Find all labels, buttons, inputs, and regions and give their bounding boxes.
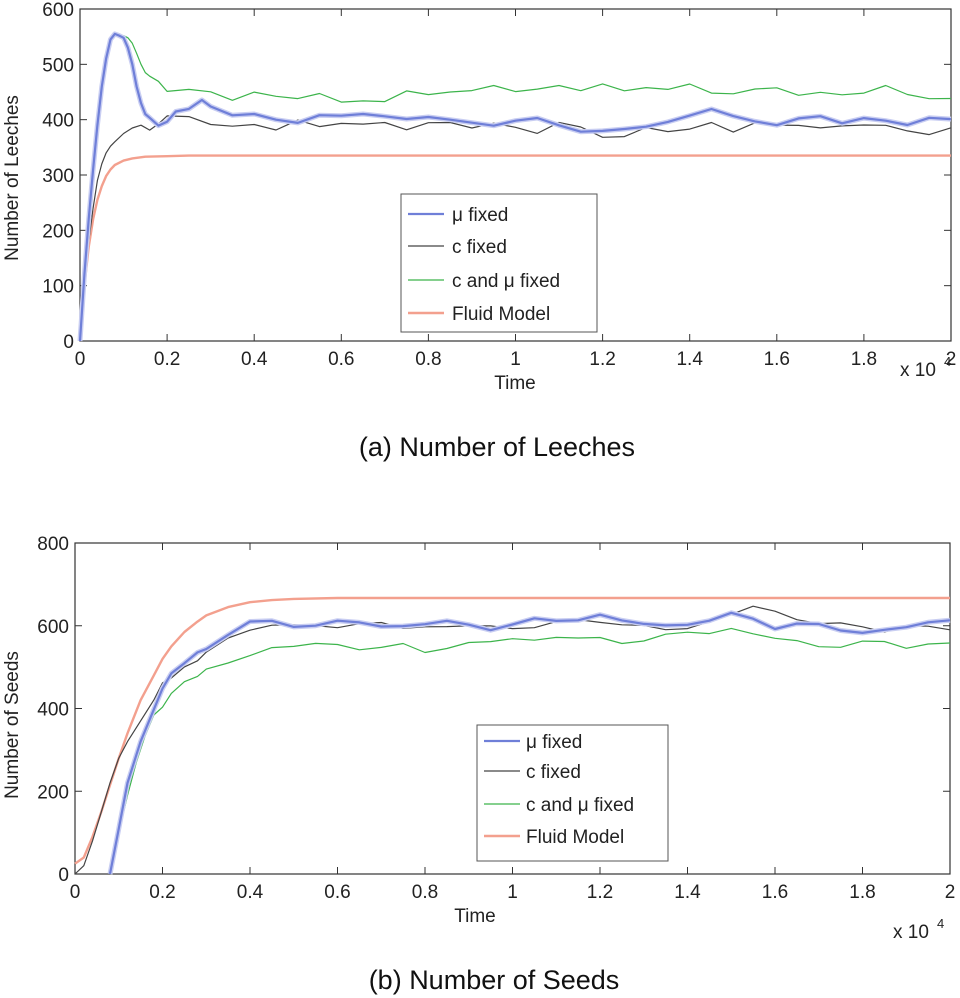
legend: μ fixed c fixed c and μ fixed Fluid Mode… (400, 193, 598, 333)
x-tick-label: 1.8 (849, 882, 875, 903)
y-tick-labels: 0 200 400 600 800 (37, 534, 69, 886)
x-multiplier-base: x 10 (900, 360, 936, 381)
y-tick-label: 500 (42, 55, 74, 76)
legend: μ fixed c fixed c and μ fixed Fluid Mode… (476, 724, 669, 862)
x-multiplier: x 10 4 (893, 916, 944, 943)
tick-marks (74, 542, 951, 875)
chart-panel-seeds: 0 200 400 600 800 0 0.2 0.4 0.6 0.8 1 1.2 1.4 1.6 1.8… (2, 534, 955, 995)
series-line-mu-fixed (78, 32, 952, 342)
x-multiplier-exponent: 4 (944, 354, 951, 369)
x-tick-label: 1 (507, 882, 518, 903)
y-tick-label: 800 (37, 534, 69, 555)
legend-label-fluid-model: Fluid Model (452, 304, 550, 325)
legend-label-c-fixed: c fixed (452, 237, 507, 258)
chart-panel-leeches: 0 100 200 300 400 500 600 0 0.2 0.4 0.6 0.8 1 1.2 1.4… (2, 0, 956, 462)
y-tick-label: 600 (37, 617, 69, 638)
y-axis-label: Number of Seeds (2, 651, 23, 799)
series-line-mu-fixed (108, 611, 951, 875)
series-line-fluid-model (78, 154, 951, 342)
x-tick-label: 1.4 (674, 882, 701, 903)
caption-b: (b) Number of Seeds (369, 965, 620, 995)
x-axis-label: Time (494, 373, 536, 394)
x-axis-label: Time (454, 906, 496, 927)
x-tick-label: 1.6 (764, 349, 790, 370)
y-tick-label: 300 (42, 166, 74, 187)
x-multiplier-base: x 10 (893, 922, 929, 943)
y-tick-label: 400 (37, 700, 69, 721)
x-tick-label: 2 (946, 349, 957, 370)
y-tick-label: 400 (42, 111, 74, 132)
x-tick-label: 0.8 (412, 882, 438, 903)
y-axis-label: Number of Leeches (2, 95, 23, 261)
y-tick-label: 200 (42, 221, 74, 242)
x-tick-label: 0.4 (237, 882, 264, 903)
x-tick-label: 1.2 (589, 349, 615, 370)
legend-label-mu-fixed: μ fixed (526, 732, 582, 753)
legend-label-c-and-mu-fixed: c and μ fixed (526, 795, 634, 816)
x-tick-labels: 0 0.2 0.4 0.6 0.8 1 1.2 1.4 1.6 1.8 2 (75, 349, 957, 370)
x-tick-label: 0.4 (241, 349, 268, 370)
y-tick-label: 100 (42, 277, 74, 298)
x-tick-label: 1 (510, 349, 521, 370)
y-tick-label: 600 (42, 0, 74, 21)
legend-label-mu-fixed: μ fixed (452, 205, 508, 226)
x-tick-label: 0.8 (415, 349, 441, 370)
x-tick-labels: 0 0.2 0.4 0.6 0.8 1 1.2 1.4 1.6 1.8 2 (70, 882, 956, 903)
x-tick-label: 0.2 (154, 349, 180, 370)
x-tick-label: 0 (70, 882, 81, 903)
x-tick-label: 0.6 (328, 349, 354, 370)
x-tick-label: 1.2 (587, 882, 613, 903)
y-tick-label: 200 (37, 782, 69, 803)
x-tick-label: 1.8 (851, 349, 877, 370)
legend-box (476, 724, 669, 862)
series-group (77, 31, 952, 342)
x-tick-label: 0 (75, 349, 86, 370)
y-tick-labels: 0 100 200 300 400 500 600 (42, 0, 74, 353)
x-multiplier-exponent: 4 (937, 916, 944, 931)
x-tick-label: 2 (945, 882, 956, 903)
y-tick-label: 0 (58, 865, 69, 886)
series-line-c-fixed (74, 605, 951, 875)
x-tick-label: 1.6 (762, 882, 788, 903)
legend-label-fluid-model: Fluid Model (526, 827, 624, 848)
x-tick-label: 0.6 (324, 882, 350, 903)
series-group (74, 596, 951, 875)
legend-label-c-and-mu-fixed: c and μ fixed (452, 271, 560, 292)
x-tick-label: 0.2 (149, 882, 175, 903)
legend-box (400, 193, 598, 333)
caption-a: (a) Number of Leeches (359, 432, 635, 462)
x-tick-label: 1.4 (676, 349, 703, 370)
legend-label-c-fixed: c fixed (526, 762, 581, 783)
series-line-c-and-mu-fixed (109, 627, 951, 875)
y-tick-label: 0 (63, 332, 74, 353)
x-multiplier: x 10 4 (900, 354, 951, 381)
